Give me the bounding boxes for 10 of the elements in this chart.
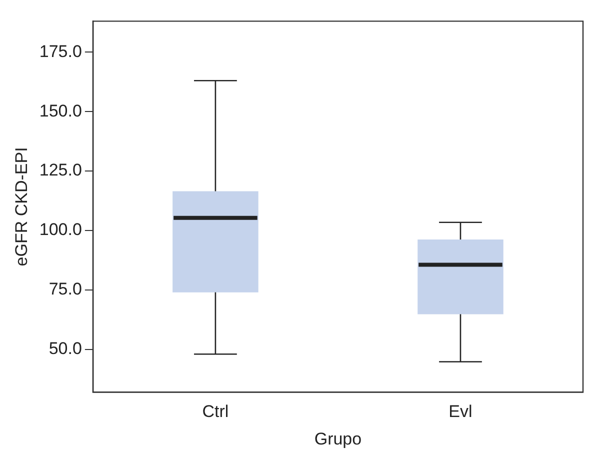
y-tick-label: 150.0 [39, 101, 82, 120]
y-tick-label: 125.0 [39, 160, 82, 180]
y-tick-label: 175.0 [39, 42, 82, 61]
x-tick-label: Ctrl [202, 402, 229, 422]
y-tick-label: 75.0 [48, 280, 82, 299]
y-axis-title: eGFR CKD-EPI [12, 147, 31, 266]
y-tick-label: 50.0 [48, 339, 82, 358]
x-tick-label: Evl [448, 402, 472, 422]
x-axis-title: Grupo [314, 429, 362, 448]
y-tick-label: 100.0 [39, 220, 82, 240]
